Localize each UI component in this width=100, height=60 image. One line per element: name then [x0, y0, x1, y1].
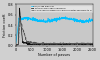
10-3 Pa vapour pressure of glycerol after exposure to H — [91, 43, 92, 44]
10-3 Pa vapour pressure of glycerol after exposure to H — [15, 44, 16, 45]
UHV/0.1Pa high Vac — [52, 20, 53, 21]
Line: 10-3 Pa vapour pressure of glycerol after exposure to H: 10-3 Pa vapour pressure of glycerol afte… — [16, 18, 93, 45]
1 kPa glycerol vapour pressure — [52, 44, 53, 45]
1 kPa glycerol vapour pressure — [61, 44, 62, 45]
10-3 Pa vapour pressure of glycerol after exposure to H — [52, 43, 54, 44]
Legend: UHV/0.1Pa high Vac, 1 kPa glycerol vapour pressure, 10-3 Pa vapour pressure of g: UHV/0.1Pa high Vac, 1 kPa glycerol vapou… — [30, 5, 92, 12]
1 kPa glycerol vapour pressure — [15, 44, 16, 45]
UHV/0.1Pa high Vac — [61, 18, 62, 19]
1 kPa glycerol vapour pressure — [92, 44, 93, 45]
1 kPa glycerol vapour pressure — [79, 43, 80, 44]
10-3 Pa vapour pressure of glycerol after exposure to H — [61, 43, 62, 44]
Line: 1 kPa glycerol vapour pressure: 1 kPa glycerol vapour pressure — [16, 8, 93, 45]
X-axis label: Number of passes: Number of passes — [38, 53, 70, 57]
Y-axis label: Friction coeff.: Friction coeff. — [3, 13, 7, 37]
10-3 Pa vapour pressure of glycerol after exposure to H — [79, 43, 80, 44]
Line: UHV/0.1Pa high Vac: UHV/0.1Pa high Vac — [16, 17, 93, 43]
10-3 Pa vapour pressure of glycerol after exposure to H — [19, 18, 20, 19]
10-3 Pa vapour pressure of glycerol after exposure to H — [52, 43, 53, 44]
UHV/0.1Pa high Vac — [78, 20, 80, 21]
UHV/0.1Pa high Vac — [65, 16, 66, 17]
